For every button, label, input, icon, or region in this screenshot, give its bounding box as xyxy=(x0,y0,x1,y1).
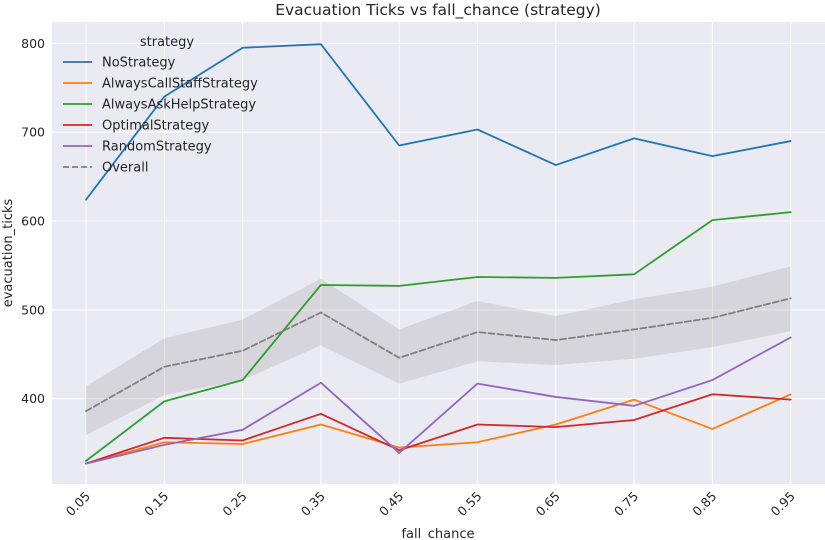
legend-label: Overall xyxy=(102,161,148,176)
legend-label: OptimalStrategy xyxy=(102,119,209,134)
x-tick-label: 0.95 xyxy=(768,489,798,519)
x-axis-label: fall_chance xyxy=(401,527,474,540)
y-tick-labels: 400 500 600 700 800 xyxy=(21,36,45,406)
y-tick-label: 400 xyxy=(21,391,45,406)
series-line-overall xyxy=(85,297,792,413)
legend-label: AlwaysCallStaffStrategy xyxy=(102,77,258,92)
x-tick-label: 0.05 xyxy=(63,489,93,519)
y-tick-label: 700 xyxy=(21,125,45,140)
legend-label: NoStrategy xyxy=(102,56,176,71)
x-tick-label: 0.15 xyxy=(141,489,171,519)
confidence-band xyxy=(86,266,791,436)
x-tick-labels: 0.05 0.15 0.25 0.35 0.45 0.55 0.65 0.75 0.85 0.95 xyxy=(63,489,798,519)
y-tick-label: 500 xyxy=(21,302,45,317)
y-tick-label: 800 xyxy=(21,36,45,51)
legend-title: strategy xyxy=(140,35,195,50)
legend-label: AlwaysAskHelpStrategy xyxy=(102,98,256,113)
series-line-alwaysaskhelpstrategy xyxy=(85,211,792,462)
x-tick-label: 0.45 xyxy=(376,489,406,519)
overall-confidence-band xyxy=(86,266,791,436)
series-line-alwayscallstaffstrategy xyxy=(85,393,792,465)
x-tick-label: 0.25 xyxy=(219,489,249,519)
x-tick-label: 0.35 xyxy=(298,489,328,519)
x-tick-label: 0.75 xyxy=(611,489,641,519)
series-line-randomstrategy xyxy=(85,336,792,465)
x-tick-label: 0.55 xyxy=(454,489,484,519)
legend: strategy NoStrategy AlwaysCallStaffStrate… xyxy=(63,35,258,176)
y-tick-label: 600 xyxy=(21,214,45,229)
series-lines xyxy=(85,43,792,465)
x-tick-label: 0.85 xyxy=(689,489,719,519)
plot-background xyxy=(52,22,825,484)
y-axis-label: evacuation_ticks xyxy=(1,198,16,307)
legend-label: RandomStrategy xyxy=(102,140,212,155)
chart-title: Evacuation Ticks vs fall_chance (strateg… xyxy=(275,1,601,20)
x-tick-label: 0.65 xyxy=(533,489,563,519)
series-line-nostrategy xyxy=(85,43,792,201)
series-line-optimalstrategy xyxy=(85,393,792,465)
